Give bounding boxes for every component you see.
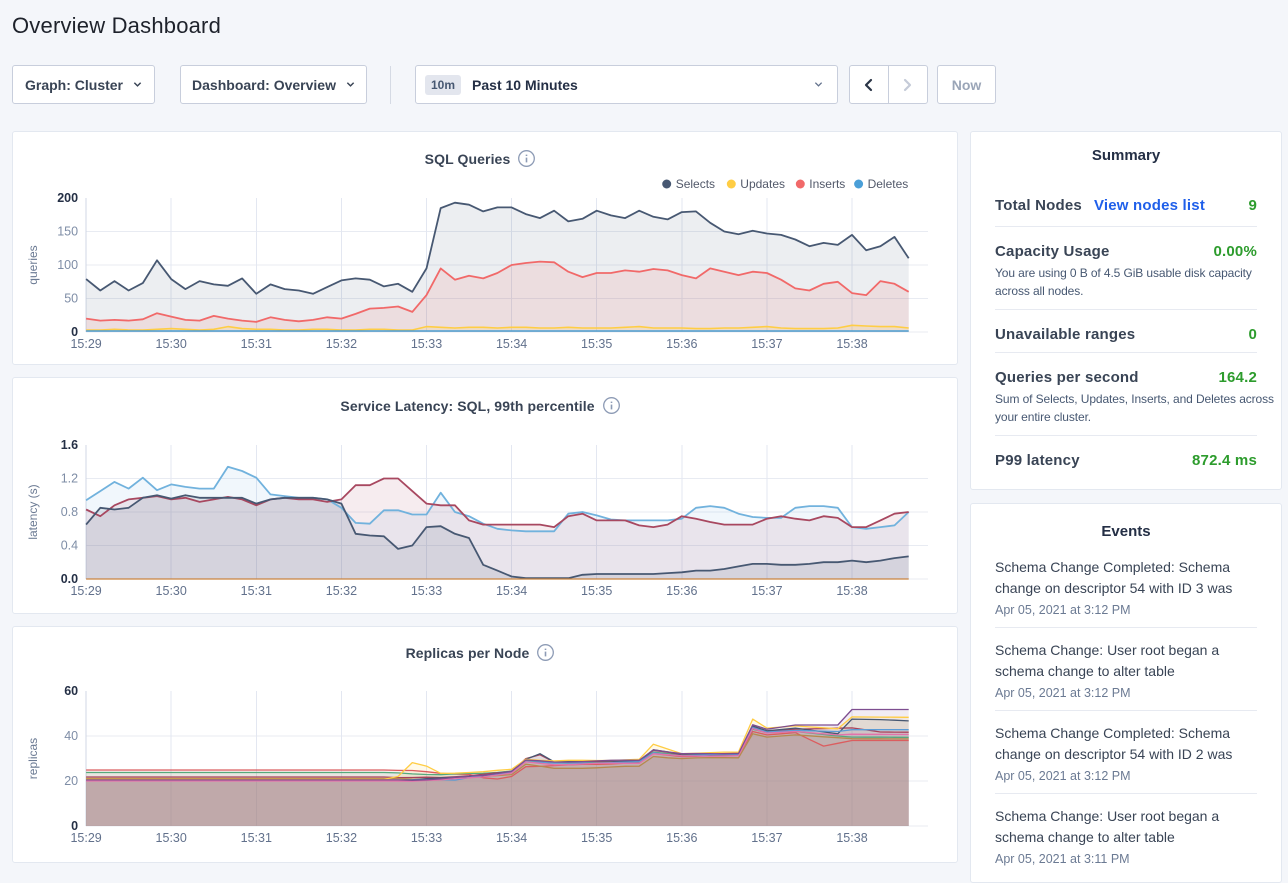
svg-text:200: 200 [57, 191, 78, 205]
svg-text:15:30: 15:30 [156, 831, 187, 845]
svg-text:1.2: 1.2 [61, 472, 78, 486]
svg-text:15:37: 15:37 [751, 584, 782, 598]
svg-text:15:29: 15:29 [70, 584, 101, 598]
svg-text:0: 0 [71, 819, 78, 833]
svg-text:15:30: 15:30 [156, 584, 187, 598]
svg-text:15:33: 15:33 [411, 831, 442, 845]
svg-text:15:33: 15:33 [411, 584, 442, 598]
svg-text:15:35: 15:35 [581, 584, 612, 598]
svg-text:150: 150 [57, 225, 78, 239]
svg-text:100: 100 [57, 258, 78, 272]
svg-text:20: 20 [64, 774, 78, 788]
svg-text:15:37: 15:37 [751, 831, 782, 845]
svg-text:0.0: 0.0 [61, 572, 78, 586]
svg-text:Selects: Selects [676, 177, 715, 191]
svg-text:50: 50 [64, 292, 78, 306]
svg-text:0.8: 0.8 [61, 505, 78, 519]
svg-text:15:29: 15:29 [70, 337, 101, 351]
svg-text:15:29: 15:29 [70, 831, 101, 845]
svg-text:15:38: 15:38 [836, 337, 867, 351]
svg-text:15:33: 15:33 [411, 337, 442, 351]
svg-text:15:32: 15:32 [326, 831, 357, 845]
svg-text:15:36: 15:36 [666, 337, 697, 351]
svg-text:15:32: 15:32 [326, 584, 357, 598]
svg-text:15:34: 15:34 [496, 337, 527, 351]
svg-text:15:31: 15:31 [241, 584, 272, 598]
svg-text:15:35: 15:35 [581, 831, 612, 845]
svg-text:15:38: 15:38 [836, 831, 867, 845]
svg-text:0: 0 [71, 325, 78, 339]
svg-text:1.6: 1.6 [61, 438, 78, 452]
svg-text:Deletes: Deletes [868, 177, 909, 191]
svg-text:40: 40 [64, 729, 78, 743]
svg-text:15:31: 15:31 [241, 831, 272, 845]
svg-text:Updates: Updates [740, 177, 785, 191]
svg-text:replicas: replicas [26, 738, 40, 779]
svg-text:latency (s): latency (s) [26, 484, 40, 539]
svg-text:0.4: 0.4 [61, 539, 78, 553]
svg-text:15:35: 15:35 [581, 337, 612, 351]
svg-text:15:30: 15:30 [156, 337, 187, 351]
svg-text:queries: queries [26, 245, 40, 284]
svg-text:15:37: 15:37 [751, 337, 782, 351]
svg-text:15:32: 15:32 [326, 337, 357, 351]
svg-text:15:34: 15:34 [496, 831, 527, 845]
svg-text:15:31: 15:31 [241, 337, 272, 351]
svg-text:60: 60 [64, 684, 78, 698]
svg-text:15:36: 15:36 [666, 584, 697, 598]
svg-text:Inserts: Inserts [809, 177, 845, 191]
svg-text:15:34: 15:34 [496, 584, 527, 598]
svg-text:15:36: 15:36 [666, 831, 697, 845]
svg-text:15:38: 15:38 [836, 584, 867, 598]
